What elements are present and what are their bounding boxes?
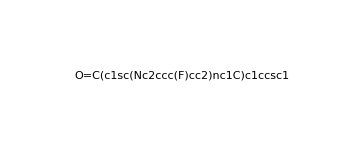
Text: O=C(c1sc(Nc2ccc(F)cc2)nc1C)c1ccsc1: O=C(c1sc(Nc2ccc(F)cc2)nc1C)c1ccsc1 xyxy=(74,71,290,81)
